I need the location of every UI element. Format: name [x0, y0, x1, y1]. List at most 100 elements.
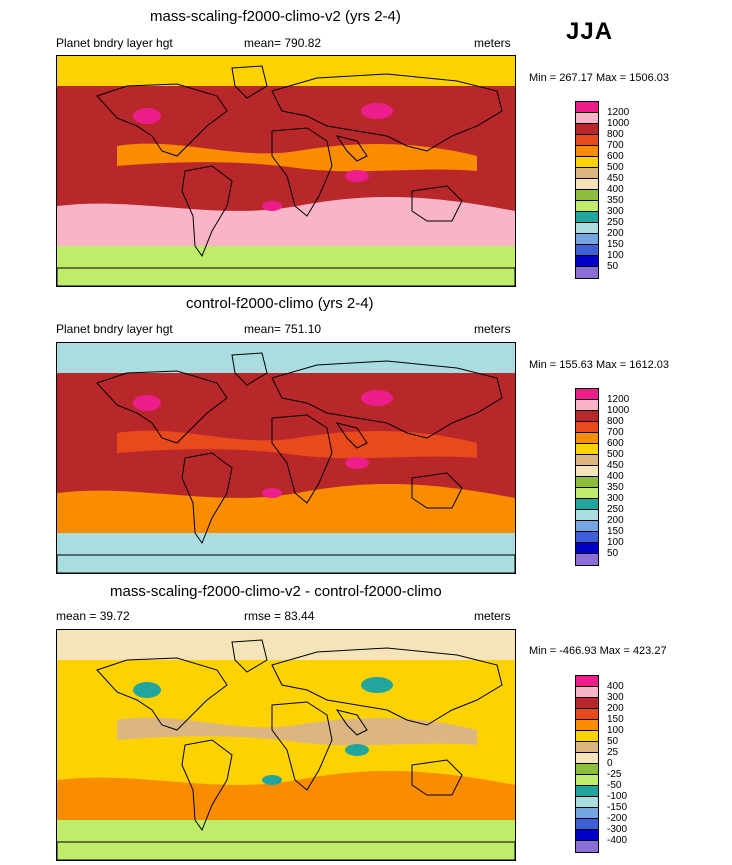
- panel-units-diff: meters: [474, 609, 511, 623]
- colorbar-swatch: [576, 223, 598, 234]
- colorbar-swatch: [576, 245, 598, 256]
- colorbar-level-label: 400: [607, 471, 624, 482]
- colorbar-swatch: [576, 676, 598, 687]
- colorbar-level-label: 500: [607, 449, 624, 460]
- colorbar-swatch: [576, 124, 598, 135]
- colorbar-level-label: 350: [607, 195, 624, 206]
- colorbar-swatch: [576, 411, 598, 422]
- colorbar-swatch: [576, 764, 598, 775]
- colorbar-swatch: [576, 444, 598, 455]
- colorbar-swatch: [576, 389, 598, 400]
- colorbar-swatch: [576, 731, 598, 742]
- panel-center-label-control: mean= 751.10: [244, 322, 322, 336]
- colorbar-level-label: -150: [607, 802, 628, 813]
- colorbar-level-label: -200: [607, 813, 628, 824]
- colorbar-swatch: [576, 698, 598, 709]
- colorbar-swatch: [576, 532, 598, 543]
- map-svg-test: [57, 56, 515, 286]
- panel-left-label-control: Planet bndry layer hgt: [56, 322, 173, 336]
- colorbar-swatch: [576, 521, 598, 532]
- colorbar-swatch: [576, 168, 598, 179]
- colorbar-test: [575, 101, 599, 279]
- colorbar-level-label: 50: [607, 548, 619, 559]
- colorbar-swatch: [576, 830, 598, 841]
- colorbar-level-label: 400: [607, 184, 624, 195]
- map-diff: [56, 629, 516, 861]
- colorbar-level-label: -400: [607, 835, 628, 846]
- panel-title-control: control-f2000-climo (yrs 2-4): [186, 295, 374, 312]
- colorbar-level-label: 600: [607, 438, 624, 449]
- colorbar-level-label: 150: [607, 714, 624, 725]
- colorbar-swatch: [576, 234, 598, 245]
- colorbar-swatch: [576, 543, 598, 554]
- colorbar-swatch: [576, 554, 598, 565]
- colorbar-level-label: 50: [607, 261, 619, 272]
- colorbar-swatch: [576, 157, 598, 168]
- colorbar-level-label: 200: [607, 703, 624, 714]
- map-test: [56, 55, 516, 287]
- colorbar-level-label: 50: [607, 736, 619, 747]
- colorbar-swatch: [576, 742, 598, 753]
- colorbar-level-label: 300: [607, 493, 624, 504]
- panel-center-label-test: mean= 790.82: [244, 36, 322, 50]
- colorbar-level-label: 1000: [607, 118, 630, 129]
- panel-minmax-control: Min = 155.63 Max = 1612.03: [529, 359, 670, 371]
- colorbar-level-label: 1000: [607, 405, 630, 416]
- panel-title-test: mass-scaling-f2000-climo-v2 (yrs 2-4): [150, 8, 401, 25]
- colorbar-level-label: 350: [607, 482, 624, 493]
- map-svg-control: [57, 343, 515, 573]
- panel-minmax-test: Min = 267.17 Max = 1506.03: [529, 72, 670, 84]
- colorbar-swatch: [576, 433, 598, 444]
- colorbar-level-label: 800: [607, 129, 624, 140]
- colorbar-control: [575, 388, 599, 566]
- panel-units-control: meters: [474, 322, 511, 336]
- colorbar-level-label: 250: [607, 217, 624, 228]
- colorbar-swatch: [576, 179, 598, 190]
- colorbar-swatch: [576, 113, 598, 124]
- colorbar-level-label: -300: [607, 824, 628, 835]
- map-control: [56, 342, 516, 574]
- colorbar-swatch: [576, 720, 598, 731]
- colorbar-swatch: [576, 190, 598, 201]
- colorbar-level-label: 600: [607, 151, 624, 162]
- colorbar-swatch: [576, 687, 598, 698]
- colorbar-level-label: 1200: [607, 107, 630, 118]
- colorbar-swatch: [576, 488, 598, 499]
- colorbar-swatch: [576, 808, 598, 819]
- colorbar-level-label: -50: [607, 780, 622, 791]
- panel-minmax-diff: Min = -466.93 Max = 423.27: [529, 645, 667, 657]
- colorbar-level-label: 100: [607, 725, 624, 736]
- colorbar-swatch: [576, 422, 598, 433]
- panel-center-label-diff: rmse = 83.44: [244, 609, 315, 623]
- colorbar-swatch: [576, 753, 598, 764]
- colorbar-level-label: 25: [607, 747, 619, 758]
- colorbar-level-label: 300: [607, 206, 624, 217]
- colorbar-swatch: [576, 455, 598, 466]
- colorbar-level-label: 300: [607, 692, 624, 703]
- colorbar-level-label: 250: [607, 504, 624, 515]
- map-svg-diff: [57, 630, 515, 860]
- colorbar-level-label: -100: [607, 791, 628, 802]
- colorbar-level-label: 500: [607, 162, 624, 173]
- colorbar-level-label: 150: [607, 239, 624, 250]
- colorbar-swatch: [576, 201, 598, 212]
- season-label: JJA: [566, 18, 614, 45]
- colorbar-swatch: [576, 510, 598, 521]
- colorbar-level-label: 400: [607, 681, 624, 692]
- colorbar-level-label: 0: [607, 758, 613, 769]
- colorbar-swatch: [576, 499, 598, 510]
- colorbar-level-label: 100: [607, 537, 624, 548]
- colorbar-swatch: [576, 146, 598, 157]
- colorbar-level-label: 150: [607, 526, 624, 537]
- panel-left-label-test: Planet bndry layer hgt: [56, 36, 173, 50]
- colorbar-level-label: 100: [607, 250, 624, 261]
- colorbar-swatch: [576, 775, 598, 786]
- colorbar-swatch: [576, 477, 598, 488]
- panel-title-diff: mass-scaling-f2000-climo-v2 - control-f2…: [110, 583, 442, 600]
- colorbar-level-label: 200: [607, 515, 624, 526]
- colorbar-swatch: [576, 212, 598, 223]
- colorbar-swatch: [576, 709, 598, 720]
- colorbar-swatch: [576, 400, 598, 411]
- colorbar-swatch: [576, 267, 598, 278]
- colorbar-level-label: 200: [607, 228, 624, 239]
